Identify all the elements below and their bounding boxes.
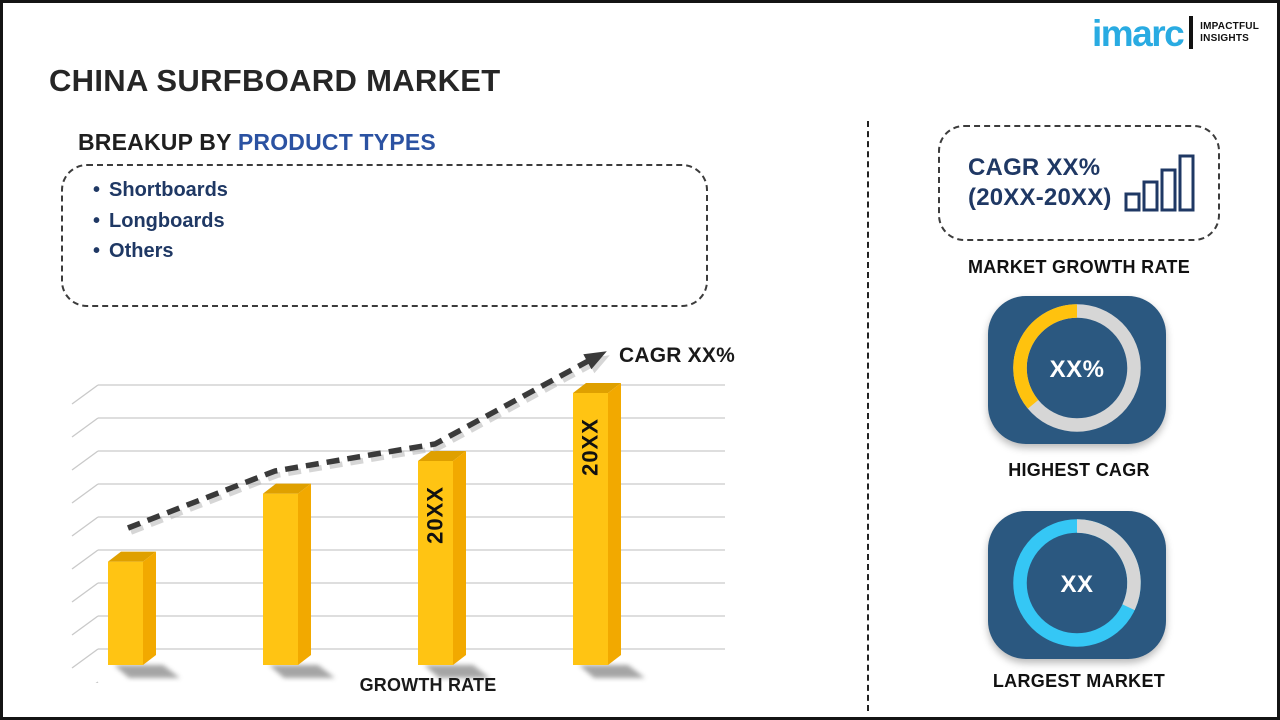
highest-cagr-card: XX% <box>988 296 1166 444</box>
logo-tagline-line1: IMPACTFUL <box>1200 21 1259 32</box>
market-growth-rate-label: MARKET GROWTH RATE <box>967 257 1191 277</box>
bullet-icon: • <box>93 209 101 232</box>
cagr-line2: (20XX-20XX) <box>968 184 1112 211</box>
highest-cagr-label: HIGHEST CAGR <box>1008 460 1150 480</box>
logo-brand-text: imarc <box>1091 13 1185 54</box>
largest-market-label: LARGEST MARKET <box>992 671 1166 691</box>
donut-chart <box>1013 303 1141 432</box>
cagr-trend-label: CAGR XX% <box>619 344 735 367</box>
product-types-box <box>61 164 708 307</box>
largest-market-donut <box>1003 509 1151 662</box>
chart-canvas: 20XX 20XX <box>71 351 725 702</box>
product-type-item: • Longboards <box>93 206 228 237</box>
highest-cagr-donut <box>1003 294 1151 447</box>
imarc-logo: imarc IMPACTFUL INSIGHTS <box>1092 13 1259 52</box>
product-type-item: • Others <box>93 236 228 267</box>
largest-market-card: XX <box>988 511 1166 659</box>
largest-market-value: XX <box>1060 571 1094 598</box>
product-type-item: • Shortboards <box>93 175 228 206</box>
cagr-summary-box: CAGR XX% (20XX-20XX) <box>938 125 1220 241</box>
svg-text:20XX: 20XX <box>422 486 447 544</box>
section-heading: BREAKUP BY PRODUCT TYPES <box>78 129 436 156</box>
logo-divider-bar <box>1189 16 1194 49</box>
page-title: CHINA SURFBOARD MARKET <box>49 63 501 98</box>
section-heading-prefix: BREAKUP BY <box>78 129 238 155</box>
growth-rate-chart: 20XX 20XX <box>63 338 743 702</box>
bullet-icon: • <box>93 179 101 201</box>
highest-cagr-value: XX% <box>1049 356 1105 383</box>
x-axis-label: GROWTH RATE <box>359 675 497 695</box>
logo-tagline: IMPACTFUL INSIGHTS <box>1200 21 1259 44</box>
vertical-dashed-divider <box>867 121 869 711</box>
ascending-bars-icon <box>1124 154 1195 212</box>
section-heading-highlight: PRODUCT TYPES <box>237 129 436 155</box>
cagr-summary-text: CAGR XX% (20XX-20XX) <box>968 153 1112 213</box>
svg-text:20XX: 20XX <box>577 418 602 476</box>
product-types-list: • Shortboards • Longboards • Others <box>93 175 228 267</box>
bullet-icon: • <box>93 240 101 262</box>
donut-chart <box>1013 518 1141 647</box>
cagr-line1: CAGR XX% <box>968 154 1101 181</box>
logo-tagline-line2: INSIGHTS <box>1200 32 1249 44</box>
